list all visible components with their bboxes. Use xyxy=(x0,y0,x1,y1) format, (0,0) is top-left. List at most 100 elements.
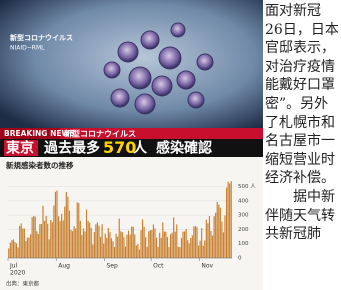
bar xyxy=(30,234,31,258)
x-year-label: 2020 xyxy=(10,270,25,277)
bar xyxy=(200,241,201,258)
bar xyxy=(137,244,138,258)
bar xyxy=(195,226,196,258)
article-line: 能戴好口罩 xyxy=(265,76,341,95)
bar xyxy=(46,216,47,258)
bar xyxy=(60,221,61,258)
article-line: 对治疗疫情 xyxy=(265,58,341,77)
y-tick-label: 500 人 xyxy=(238,183,256,190)
bar xyxy=(165,232,166,258)
chart-source: 出典：東京都 xyxy=(6,280,40,288)
bar xyxy=(158,247,159,258)
article-line: 26日，日本 xyxy=(265,21,341,40)
bar xyxy=(77,202,78,258)
bar xyxy=(198,246,199,258)
article-line: 伴随天气转 xyxy=(265,207,341,226)
bar xyxy=(186,229,187,258)
bar xyxy=(21,223,22,258)
bar xyxy=(154,228,155,258)
bar xyxy=(114,247,115,258)
article-line: 据中新 xyxy=(265,188,341,207)
bar xyxy=(18,247,19,258)
bar xyxy=(206,220,207,258)
bar xyxy=(140,230,141,258)
bar xyxy=(148,231,149,258)
x-tick-label: Jul xyxy=(9,263,18,270)
article-line: 面对新冠 xyxy=(265,2,341,21)
y-tick-label: 0 xyxy=(238,256,242,262)
chart-title: 新規感染者数の推移 xyxy=(6,160,74,170)
bar xyxy=(100,237,101,258)
bar xyxy=(172,233,173,258)
bar xyxy=(161,238,162,258)
bar xyxy=(38,234,39,258)
article-line: 密”。另外 xyxy=(265,95,341,114)
bar xyxy=(221,222,222,258)
article-line: 共新冠肺 xyxy=(265,225,341,244)
bar xyxy=(53,206,54,258)
bar xyxy=(182,232,183,258)
bar xyxy=(156,238,157,258)
x-tick-label: Sep xyxy=(106,263,118,270)
y-tick-label: 400 xyxy=(238,198,249,204)
bar xyxy=(50,220,51,258)
article-line: 经济补偿。 xyxy=(265,169,341,188)
bar xyxy=(187,240,188,258)
headline-count: 570 xyxy=(103,138,136,157)
bar xyxy=(145,237,146,258)
bar xyxy=(22,229,23,258)
bar xyxy=(226,188,227,258)
bar xyxy=(84,231,85,258)
bar xyxy=(25,241,26,258)
bar xyxy=(86,210,87,258)
bar xyxy=(214,216,215,258)
bar xyxy=(10,243,11,258)
bar xyxy=(207,223,208,258)
bar xyxy=(81,235,82,258)
x-tick-label: Nov xyxy=(201,263,213,270)
bar xyxy=(144,227,145,258)
bar xyxy=(36,231,37,258)
bar xyxy=(223,232,224,258)
bar xyxy=(173,217,174,258)
bar xyxy=(151,230,152,258)
bar xyxy=(231,181,232,258)
headline-unit: 人 xyxy=(133,140,148,157)
bar xyxy=(122,232,123,258)
bar xyxy=(64,207,65,258)
bar xyxy=(178,247,179,258)
bar xyxy=(159,233,160,258)
bar xyxy=(210,231,211,258)
bar xyxy=(108,228,109,258)
bar xyxy=(179,247,180,258)
photo xyxy=(0,0,263,128)
bar xyxy=(142,219,143,258)
bar xyxy=(8,248,9,258)
chart-panel xyxy=(0,157,263,290)
photo-caption: 新型コロナウイルス xyxy=(10,33,73,42)
bar xyxy=(128,231,129,258)
bar xyxy=(27,238,28,258)
page: 新型コロナウイルス NIAID−RML BREAKING NEWS 新型コロナウ… xyxy=(0,0,341,290)
bar xyxy=(228,182,229,258)
article-line: 官邸表示， xyxy=(265,39,341,58)
media-column: 新型コロナウイルス NIAID−RML BREAKING NEWS 新型コロナウ… xyxy=(0,0,263,290)
bar xyxy=(131,227,132,258)
article-line: 缩短营业时 xyxy=(265,151,341,170)
headline-lead: 過去最多 xyxy=(43,140,100,157)
bar xyxy=(42,206,43,258)
y-tick-label: 100 xyxy=(238,241,249,247)
bar xyxy=(168,247,169,258)
bar xyxy=(14,242,15,258)
bar xyxy=(83,228,84,258)
bar xyxy=(78,203,79,258)
bar xyxy=(123,237,124,258)
bar xyxy=(170,234,171,258)
bar xyxy=(19,226,20,258)
bar xyxy=(130,235,131,258)
bar xyxy=(32,217,33,258)
y-tick-label: 200 xyxy=(238,227,249,233)
bar xyxy=(75,229,76,258)
bar xyxy=(217,202,218,258)
bar xyxy=(134,234,135,258)
